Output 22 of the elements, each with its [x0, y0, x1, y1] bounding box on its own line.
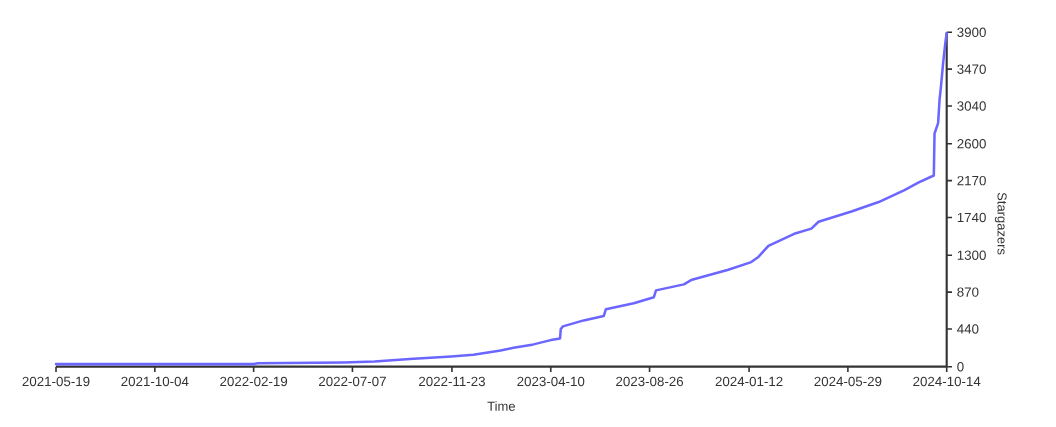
x-tick-label: 2024-05-29 — [814, 376, 882, 387]
y-tick-label: 1300 — [957, 250, 986, 260]
x-tick-label: 2021-05-19 — [22, 376, 90, 387]
x-tick-label: 2024-01-12 — [715, 376, 783, 387]
y-axis-title: Stargazers — [994, 192, 1007, 255]
x-tick-label: 2024-10-14 — [913, 376, 981, 387]
y-tick-label: 2170 — [957, 175, 986, 186]
x-tick-label: 2022-07-07 — [319, 376, 386, 387]
x-axis-title: Time — [487, 401, 515, 411]
x-tick-label: 2021-10-04 — [121, 376, 189, 387]
x-tick-label: 2023-04-10 — [517, 376, 585, 387]
x-tick-label: 2022-11-23 — [419, 376, 485, 387]
x-tick-label: 2022-02-19 — [220, 376, 288, 387]
y-tick-label: 870 — [957, 287, 979, 297]
y-tick-label: 3900 — [957, 27, 986, 38]
y-tick-label: 2600 — [957, 139, 986, 149]
x-tick-label: 2023-08-26 — [616, 376, 684, 387]
y-tick-label: 440 — [957, 324, 979, 334]
y-tick-label: 3040 — [957, 101, 986, 111]
y-tick-label: 3470 — [957, 64, 986, 74]
y-tick-label: 0 — [957, 361, 964, 372]
y-tick-label: 1740 — [957, 212, 986, 223]
